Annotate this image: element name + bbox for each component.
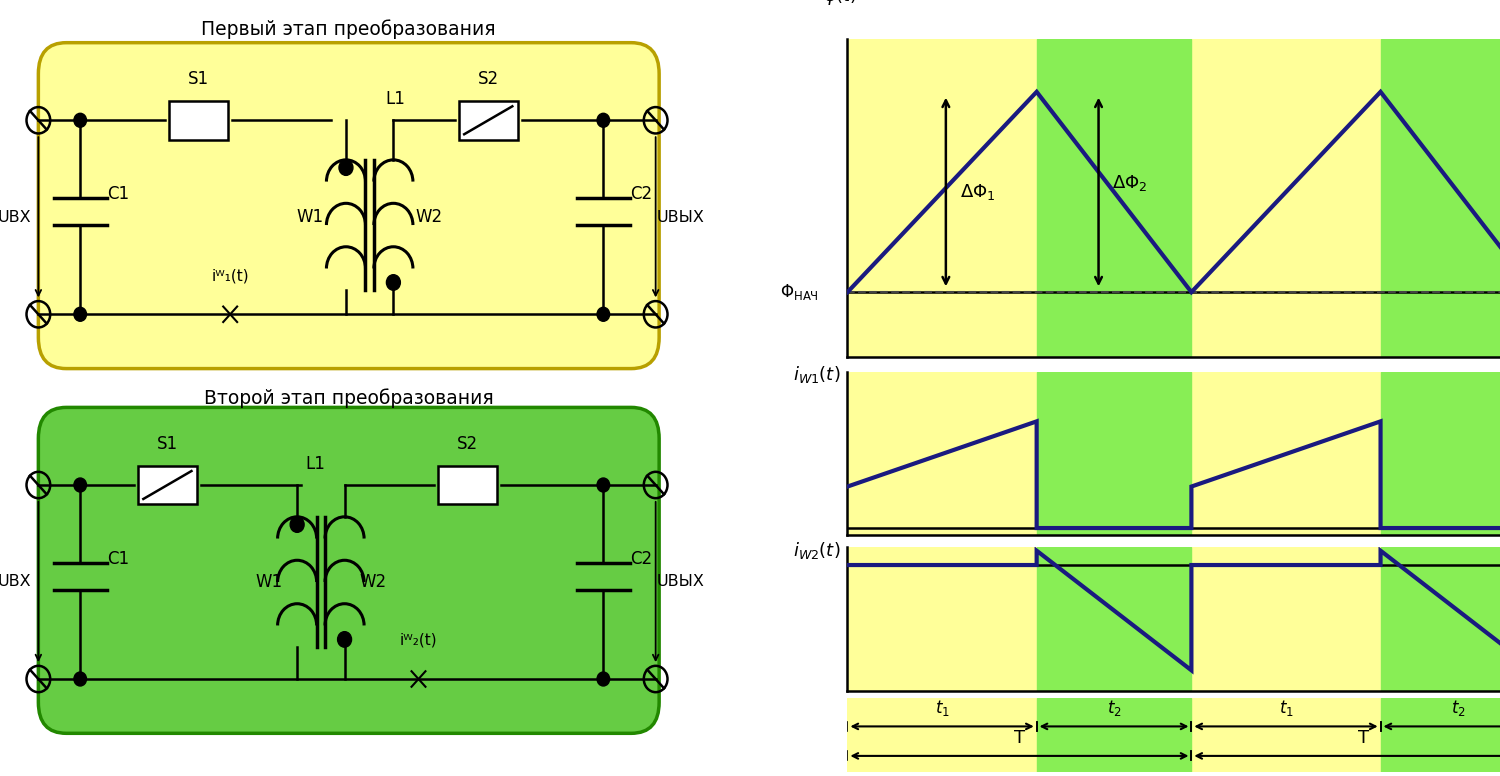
Bar [1380, 547, 1500, 691]
Text: C2: C2 [630, 185, 652, 203]
Bar [1380, 698, 1500, 772]
Text: W2: W2 [360, 573, 387, 591]
Circle shape [597, 307, 609, 321]
Text: Первый этап преобразования: Первый этап преобразования [201, 19, 496, 39]
Text: $t_2$: $t_2$ [1450, 698, 1466, 718]
Text: iᵂ₂(t): iᵂ₂(t) [399, 633, 438, 648]
Circle shape [74, 478, 87, 492]
Bar [170, 101, 228, 140]
Text: $\Delta\Phi_2$: $\Delta\Phi_2$ [1113, 173, 1148, 193]
Text: S2: S2 [458, 435, 478, 453]
Bar [1380, 39, 1500, 357]
Text: UВЫХ: UВЫХ [656, 210, 704, 225]
Text: UВХ: UВХ [0, 574, 32, 590]
Text: S1: S1 [158, 435, 178, 453]
Text: $i_{W2}(t)$: $i_{W2}(t)$ [794, 540, 840, 561]
Bar [1191, 39, 1380, 357]
Text: Второй этап преобразования: Второй этап преобразования [204, 388, 494, 407]
Text: T: T [1014, 729, 1025, 747]
Bar [1036, 698, 1191, 772]
Text: $\Phi_{\rm НАЧ}$: $\Phi_{\rm НАЧ}$ [780, 282, 819, 302]
Text: W1: W1 [255, 573, 282, 591]
FancyBboxPatch shape [39, 407, 658, 733]
Text: T: T [1358, 729, 1370, 747]
Circle shape [597, 478, 609, 492]
Circle shape [387, 275, 400, 290]
Circle shape [74, 307, 87, 321]
Bar [847, 547, 1036, 691]
Text: W2: W2 [416, 208, 442, 227]
Text: $\phi(t)$: $\phi(t)$ [824, 0, 856, 7]
Text: C1: C1 [106, 549, 129, 568]
Bar [1191, 372, 1380, 535]
Text: L1: L1 [306, 455, 326, 473]
Text: iᵂ₁(t): iᵂ₁(t) [211, 268, 249, 283]
Bar [138, 466, 196, 504]
Circle shape [597, 113, 609, 127]
Text: S2: S2 [477, 71, 500, 88]
FancyBboxPatch shape [39, 43, 658, 369]
Bar [847, 372, 1036, 535]
Bar [438, 466, 497, 504]
Text: UВХ: UВХ [0, 210, 32, 225]
Text: UВЫХ: UВЫХ [656, 574, 704, 590]
Text: $i_{W1}(t)$: $i_{W1}(t)$ [794, 365, 840, 386]
Bar [1380, 372, 1500, 535]
Text: C1: C1 [106, 185, 129, 203]
Circle shape [290, 517, 304, 532]
Bar [1036, 39, 1191, 357]
Circle shape [597, 672, 609, 686]
Text: $t_2$: $t_2$ [1107, 698, 1122, 718]
Bar [459, 101, 518, 140]
Text: W1: W1 [297, 208, 324, 227]
Bar [847, 698, 1036, 772]
Bar [1191, 698, 1380, 772]
Text: $t_1$: $t_1$ [1278, 698, 1293, 718]
Text: C2: C2 [630, 549, 652, 568]
Text: L1: L1 [386, 90, 405, 108]
Text: $t_1$: $t_1$ [934, 698, 950, 718]
Circle shape [74, 113, 87, 127]
Bar [1036, 547, 1191, 691]
Circle shape [338, 632, 351, 647]
Text: S1: S1 [188, 71, 210, 88]
Text: $\Delta\Phi_1$: $\Delta\Phi_1$ [960, 182, 994, 202]
Circle shape [74, 672, 87, 686]
Bar [847, 39, 1036, 357]
Circle shape [339, 160, 352, 175]
Bar [1191, 547, 1380, 691]
Bar [1036, 372, 1191, 535]
